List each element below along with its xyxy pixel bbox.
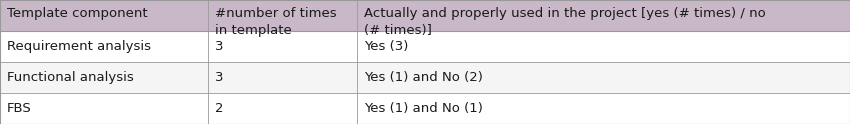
Text: Yes (3): Yes (3): [364, 40, 408, 53]
Text: Requirement analysis: Requirement analysis: [7, 40, 150, 53]
Text: 3: 3: [215, 40, 224, 53]
FancyBboxPatch shape: [357, 31, 850, 62]
FancyBboxPatch shape: [0, 0, 208, 31]
FancyBboxPatch shape: [357, 93, 850, 124]
FancyBboxPatch shape: [208, 0, 357, 31]
FancyBboxPatch shape: [208, 62, 357, 93]
FancyBboxPatch shape: [208, 93, 357, 124]
Text: Yes (1) and No (2): Yes (1) and No (2): [364, 71, 483, 84]
Text: #number of times
in template: #number of times in template: [215, 7, 337, 37]
FancyBboxPatch shape: [208, 31, 357, 62]
FancyBboxPatch shape: [0, 93, 208, 124]
FancyBboxPatch shape: [0, 31, 208, 62]
Text: Yes (1) and No (1): Yes (1) and No (1): [364, 102, 483, 115]
Text: FBS: FBS: [7, 102, 31, 115]
Text: 3: 3: [215, 71, 224, 84]
Text: Actually and properly used in the project [yes (# times) / no
(# times)]: Actually and properly used in the projec…: [364, 7, 766, 37]
FancyBboxPatch shape: [357, 62, 850, 93]
Text: Functional analysis: Functional analysis: [7, 71, 133, 84]
FancyBboxPatch shape: [357, 0, 850, 31]
Text: Template component: Template component: [7, 7, 147, 20]
Text: 2: 2: [215, 102, 224, 115]
FancyBboxPatch shape: [0, 62, 208, 93]
